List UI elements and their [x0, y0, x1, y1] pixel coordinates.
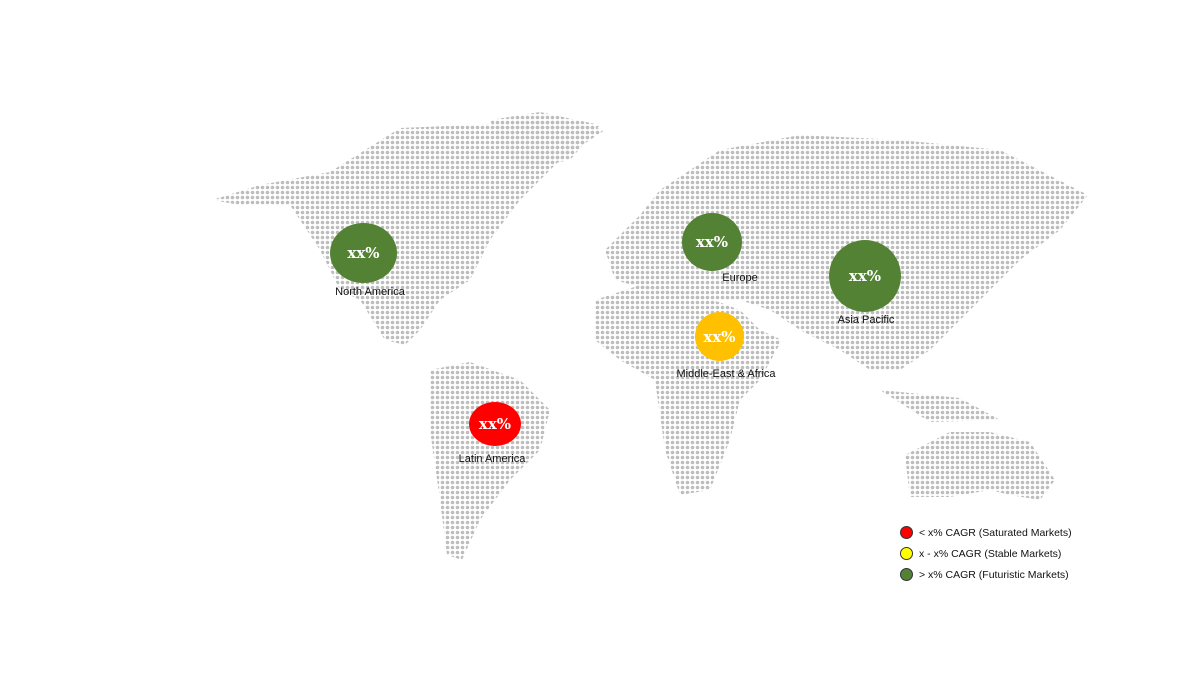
legend-label: > x% CAGR (Futuristic Markets) — [919, 568, 1069, 581]
greenland-landmass — [490, 112, 600, 170]
latin-america-label: Latin America — [458, 453, 526, 465]
southeast-asia-islands — [880, 390, 1000, 422]
europe-bubble: xx% — [682, 213, 742, 271]
legend: < x% CAGR (Saturated Markets) x - x% CAG… — [900, 522, 1072, 585]
asia-pacific-label: Asia Pacific — [837, 314, 895, 326]
australia-landmass — [905, 432, 1055, 500]
green-dot-icon — [900, 568, 913, 581]
legend-item-stable: x - x% CAGR (Stable Markets) — [900, 543, 1072, 564]
latin-america-bubble: xx% — [469, 402, 521, 446]
south-america-landmass — [430, 362, 550, 560]
legend-item-saturated: < x% CAGR (Saturated Markets) — [900, 522, 1072, 543]
legend-item-futuristic: > x% CAGR (Futuristic Markets) — [900, 564, 1072, 585]
middle-east-africa-bubble: xx% — [695, 312, 744, 361]
africa-landmass — [595, 285, 782, 495]
north-america-bubble: xx% — [330, 223, 397, 283]
legend-label: x - x% CAGR (Stable Markets) — [919, 547, 1062, 560]
legend-label: < x% CAGR (Saturated Markets) — [919, 526, 1072, 539]
north-america-label: North America — [335, 286, 405, 298]
middle-east-africa-label: Middle-East & Africa — [676, 368, 776, 380]
europe-label: Europe — [722, 272, 758, 284]
asia-pacific-bubble: xx% — [829, 240, 901, 312]
red-dot-icon — [900, 526, 913, 539]
north-america-landmass — [212, 120, 605, 345]
yellow-dot-icon — [900, 547, 913, 560]
